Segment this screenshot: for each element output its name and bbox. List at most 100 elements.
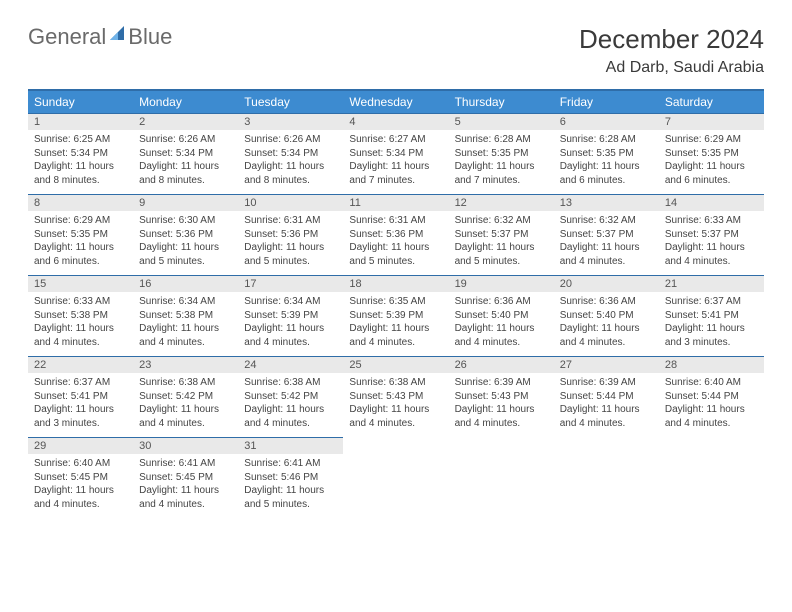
daylight-text: Daylight: 11 hours and 5 minutes. bbox=[139, 241, 232, 268]
calendar-week-row: 15Sunrise: 6:33 AMSunset: 5:38 PMDayligh… bbox=[28, 276, 764, 357]
calendar-day-cell: 9Sunrise: 6:30 AMSunset: 5:36 PMDaylight… bbox=[133, 195, 238, 276]
sunrise-text: Sunrise: 6:39 AM bbox=[560, 376, 653, 390]
calendar-day-cell: 18Sunrise: 6:35 AMSunset: 5:39 PMDayligh… bbox=[343, 276, 448, 357]
calendar-day-cell: 19Sunrise: 6:36 AMSunset: 5:40 PMDayligh… bbox=[449, 276, 554, 357]
calendar-week-row: 8Sunrise: 6:29 AMSunset: 5:35 PMDaylight… bbox=[28, 195, 764, 276]
day-number: 23 bbox=[133, 357, 238, 373]
day-number: 24 bbox=[238, 357, 343, 373]
calendar-day-cell: 4Sunrise: 6:27 AMSunset: 5:34 PMDaylight… bbox=[343, 114, 448, 195]
daylight-text: Daylight: 11 hours and 6 minutes. bbox=[560, 160, 653, 187]
header: General Blue December 2024 Ad Darb, Saud… bbox=[28, 24, 764, 77]
sunrise-text: Sunrise: 6:30 AM bbox=[139, 214, 232, 228]
sunset-text: Sunset: 5:34 PM bbox=[244, 147, 337, 161]
sunset-text: Sunset: 5:34 PM bbox=[139, 147, 232, 161]
daylight-text: Daylight: 11 hours and 8 minutes. bbox=[34, 160, 127, 187]
day-details: Sunrise: 6:31 AMSunset: 5:36 PMDaylight:… bbox=[343, 211, 448, 272]
sunset-text: Sunset: 5:42 PM bbox=[139, 390, 232, 404]
sunset-text: Sunset: 5:36 PM bbox=[244, 228, 337, 242]
sunrise-text: Sunrise: 6:31 AM bbox=[349, 214, 442, 228]
daylight-text: Daylight: 11 hours and 4 minutes. bbox=[139, 403, 232, 430]
day-number: 31 bbox=[238, 438, 343, 454]
sunrise-text: Sunrise: 6:39 AM bbox=[455, 376, 548, 390]
sunset-text: Sunset: 5:46 PM bbox=[244, 471, 337, 485]
calendar-day-cell: 13Sunrise: 6:32 AMSunset: 5:37 PMDayligh… bbox=[554, 195, 659, 276]
sunset-text: Sunset: 5:42 PM bbox=[244, 390, 337, 404]
weekday-header-row: Sunday Monday Tuesday Wednesday Thursday… bbox=[28, 90, 764, 114]
sunrise-text: Sunrise: 6:28 AM bbox=[560, 133, 653, 147]
daylight-text: Daylight: 11 hours and 4 minutes. bbox=[665, 403, 758, 430]
day-number: 12 bbox=[449, 195, 554, 211]
calendar-day-cell: 22Sunrise: 6:37 AMSunset: 5:41 PMDayligh… bbox=[28, 357, 133, 438]
day-details: Sunrise: 6:27 AMSunset: 5:34 PMDaylight:… bbox=[343, 130, 448, 191]
sunset-text: Sunset: 5:40 PM bbox=[455, 309, 548, 323]
logo-word-blue: Blue bbox=[128, 24, 172, 50]
day-details: Sunrise: 6:26 AMSunset: 5:34 PMDaylight:… bbox=[133, 130, 238, 191]
day-number: 1 bbox=[28, 114, 133, 130]
day-details: Sunrise: 6:38 AMSunset: 5:42 PMDaylight:… bbox=[133, 373, 238, 434]
calendar-week-row: 22Sunrise: 6:37 AMSunset: 5:41 PMDayligh… bbox=[28, 357, 764, 438]
daylight-text: Daylight: 11 hours and 7 minutes. bbox=[455, 160, 548, 187]
daylight-text: Daylight: 11 hours and 6 minutes. bbox=[665, 160, 758, 187]
calendar-day-cell: 14Sunrise: 6:33 AMSunset: 5:37 PMDayligh… bbox=[659, 195, 764, 276]
day-details: Sunrise: 6:28 AMSunset: 5:35 PMDaylight:… bbox=[449, 130, 554, 191]
day-number: 16 bbox=[133, 276, 238, 292]
calendar-day-cell bbox=[659, 438, 764, 519]
day-details: Sunrise: 6:33 AMSunset: 5:38 PMDaylight:… bbox=[28, 292, 133, 353]
daylight-text: Daylight: 11 hours and 8 minutes. bbox=[244, 160, 337, 187]
day-number: 15 bbox=[28, 276, 133, 292]
calendar-day-cell: 29Sunrise: 6:40 AMSunset: 5:45 PMDayligh… bbox=[28, 438, 133, 519]
weekday-saturday: Saturday bbox=[659, 90, 764, 114]
sunset-text: Sunset: 5:45 PM bbox=[139, 471, 232, 485]
sunrise-text: Sunrise: 6:40 AM bbox=[34, 457, 127, 471]
sunset-text: Sunset: 5:38 PM bbox=[34, 309, 127, 323]
weekday-thursday: Thursday bbox=[449, 90, 554, 114]
weekday-sunday: Sunday bbox=[28, 90, 133, 114]
daylight-text: Daylight: 11 hours and 4 minutes. bbox=[34, 484, 127, 511]
daylight-text: Daylight: 11 hours and 6 minutes. bbox=[34, 241, 127, 268]
day-number: 14 bbox=[659, 195, 764, 211]
daylight-text: Daylight: 11 hours and 4 minutes. bbox=[139, 322, 232, 349]
calendar-day-cell bbox=[554, 438, 659, 519]
daylight-text: Daylight: 11 hours and 4 minutes. bbox=[560, 241, 653, 268]
sunrise-text: Sunrise: 6:25 AM bbox=[34, 133, 127, 147]
sunset-text: Sunset: 5:40 PM bbox=[560, 309, 653, 323]
sunset-text: Sunset: 5:41 PM bbox=[665, 309, 758, 323]
sunset-text: Sunset: 5:35 PM bbox=[560, 147, 653, 161]
day-details: Sunrise: 6:37 AMSunset: 5:41 PMDaylight:… bbox=[28, 373, 133, 434]
sunrise-text: Sunrise: 6:34 AM bbox=[139, 295, 232, 309]
weekday-tuesday: Tuesday bbox=[238, 90, 343, 114]
day-details: Sunrise: 6:31 AMSunset: 5:36 PMDaylight:… bbox=[238, 211, 343, 272]
day-details: Sunrise: 6:39 AMSunset: 5:44 PMDaylight:… bbox=[554, 373, 659, 434]
day-number: 30 bbox=[133, 438, 238, 454]
daylight-text: Daylight: 11 hours and 5 minutes. bbox=[349, 241, 442, 268]
day-details: Sunrise: 6:32 AMSunset: 5:37 PMDaylight:… bbox=[554, 211, 659, 272]
sunrise-text: Sunrise: 6:37 AM bbox=[665, 295, 758, 309]
day-number: 17 bbox=[238, 276, 343, 292]
logo-word-general: General bbox=[28, 24, 106, 50]
daylight-text: Daylight: 11 hours and 4 minutes. bbox=[455, 322, 548, 349]
location-label: Ad Darb, Saudi Arabia bbox=[579, 59, 764, 77]
day-number: 5 bbox=[449, 114, 554, 130]
sunrise-text: Sunrise: 6:27 AM bbox=[349, 133, 442, 147]
sunrise-text: Sunrise: 6:38 AM bbox=[139, 376, 232, 390]
sunset-text: Sunset: 5:39 PM bbox=[244, 309, 337, 323]
daylight-text: Daylight: 11 hours and 4 minutes. bbox=[560, 322, 653, 349]
sunset-text: Sunset: 5:36 PM bbox=[349, 228, 442, 242]
calendar-day-cell: 5Sunrise: 6:28 AMSunset: 5:35 PMDaylight… bbox=[449, 114, 554, 195]
day-number: 22 bbox=[28, 357, 133, 373]
weekday-wednesday: Wednesday bbox=[343, 90, 448, 114]
sunrise-text: Sunrise: 6:29 AM bbox=[34, 214, 127, 228]
day-number: 18 bbox=[343, 276, 448, 292]
day-details: Sunrise: 6:28 AMSunset: 5:35 PMDaylight:… bbox=[554, 130, 659, 191]
calendar-day-cell bbox=[343, 438, 448, 519]
day-details: Sunrise: 6:26 AMSunset: 5:34 PMDaylight:… bbox=[238, 130, 343, 191]
calendar-day-cell: 28Sunrise: 6:40 AMSunset: 5:44 PMDayligh… bbox=[659, 357, 764, 438]
day-number: 6 bbox=[554, 114, 659, 130]
sunrise-text: Sunrise: 6:41 AM bbox=[244, 457, 337, 471]
calendar-day-cell: 26Sunrise: 6:39 AMSunset: 5:43 PMDayligh… bbox=[449, 357, 554, 438]
calendar-body: 1Sunrise: 6:25 AMSunset: 5:34 PMDaylight… bbox=[28, 114, 764, 519]
sunrise-text: Sunrise: 6:34 AM bbox=[244, 295, 337, 309]
sunrise-text: Sunrise: 6:40 AM bbox=[665, 376, 758, 390]
sunrise-text: Sunrise: 6:28 AM bbox=[455, 133, 548, 147]
day-number: 4 bbox=[343, 114, 448, 130]
